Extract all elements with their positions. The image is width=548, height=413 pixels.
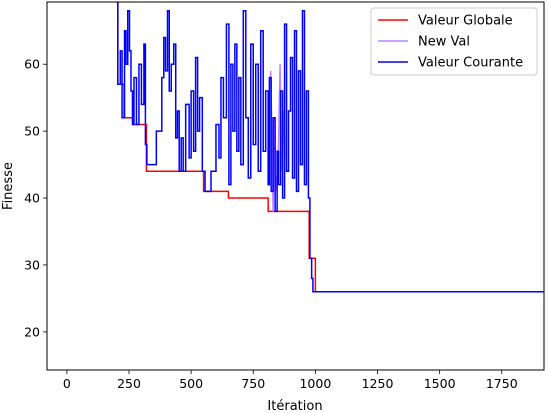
x-tick-label: 1750	[486, 376, 518, 391]
x-axis-label: Itération	[267, 399, 322, 413]
legend-label-new-val: New Val	[418, 35, 470, 50]
y-axis-label: Finesse	[1, 162, 16, 210]
x-tick-label: 1500	[424, 376, 456, 391]
series-line-valeur-courante	[116, 2, 544, 293]
x-tick-label: 0	[63, 376, 71, 391]
x-tick-label: 500	[179, 376, 203, 391]
y-tick-label: 30	[24, 257, 40, 272]
y-tick-label: 20	[24, 324, 40, 339]
y-tick-label: 50	[24, 124, 40, 139]
y-tick-label: 60	[24, 57, 40, 72]
x-tick-label: 1250	[362, 376, 394, 391]
y-axis: 20 30 40 50 60	[24, 57, 47, 339]
y-tick-label: 40	[24, 191, 40, 206]
x-tick-label: 1000	[299, 376, 331, 391]
legend-label-valeur-globale: Valeur Globale	[418, 14, 513, 29]
axes-frame	[46, 1, 545, 371]
x-tick-label: 250	[117, 376, 141, 391]
x-tick-label: 750	[241, 376, 265, 391]
legend-label-valeur-courante: Valeur Courante	[418, 56, 523, 71]
legend-box	[370, 7, 538, 76]
legend: Valeur Globale New Val Valeur Courante	[370, 7, 538, 76]
x-axis: 0 250 500 750 1000 1250 1500 1750	[63, 370, 518, 391]
series-layer	[116, 2, 544, 293]
